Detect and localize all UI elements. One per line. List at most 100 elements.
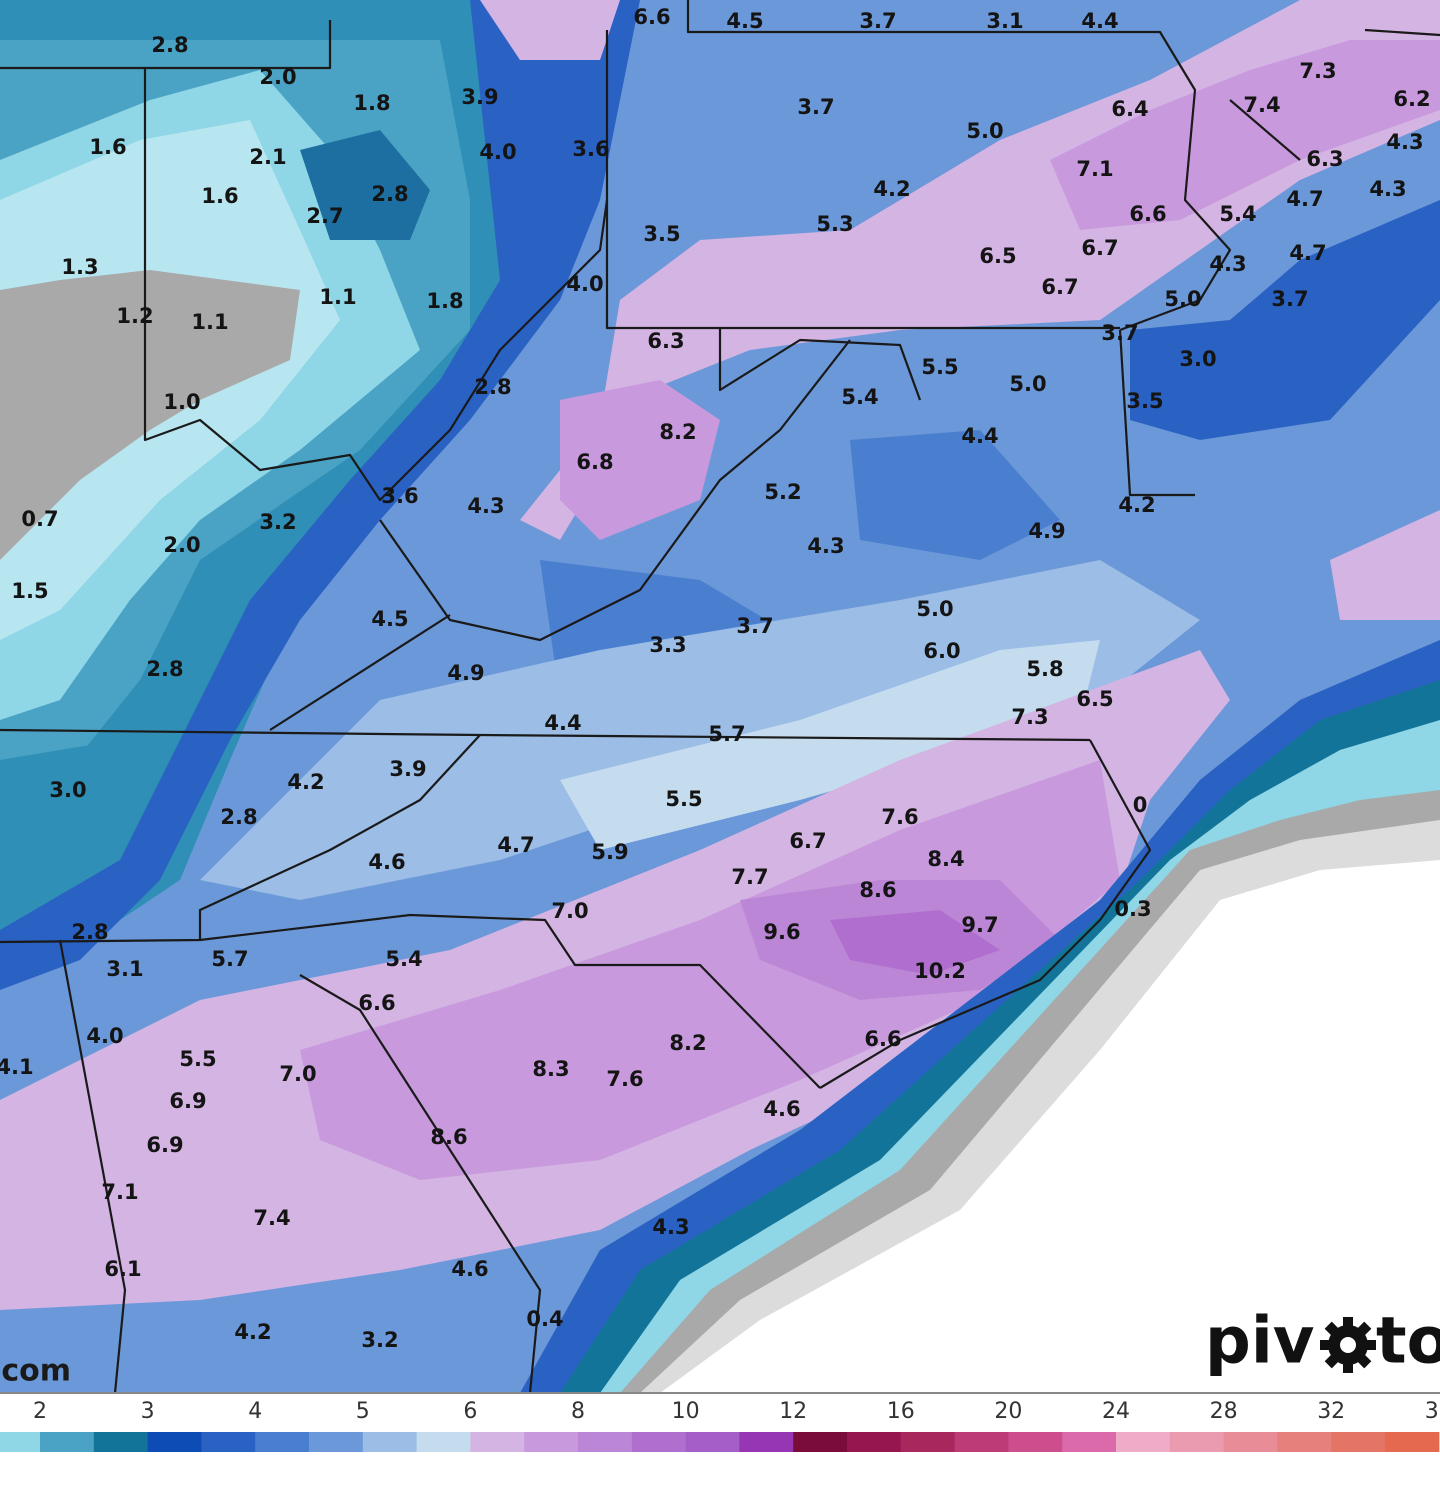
map-value-label: 5.0 (916, 597, 953, 621)
colorbar-swatch (1331, 1432, 1386, 1452)
map-value-label: 4.6 (763, 1097, 800, 1121)
map-value-label: 6.2 (1393, 87, 1430, 111)
colorbar-swatch (93, 1432, 149, 1452)
map-value-label: 3.0 (1179, 347, 1216, 371)
map-value-label: 4.4 (1081, 9, 1118, 33)
map-value-label: 6.8 (576, 450, 613, 474)
map-value-label: 5.5 (179, 1047, 216, 1071)
map-value-label: 4.0 (479, 140, 516, 164)
map-value-label: 2.8 (220, 805, 257, 829)
state-border (379, 339, 851, 642)
map-value-label: 5.0 (1009, 372, 1046, 396)
state-border (269, 614, 451, 731)
map-value-label: 4.7 (497, 833, 534, 857)
state-border (686, 0, 1232, 332)
map-value-label: 8.6 (859, 878, 896, 902)
map-value-label: 2.0 (259, 65, 296, 89)
colorbar-swatch (1008, 1432, 1063, 1452)
map-value-label: 7.4 (1243, 93, 1280, 117)
map-value-label: 6.9 (146, 1133, 183, 1157)
colorbar-tick-label: 24 (1102, 1399, 1130, 1424)
map-value-label: 5.5 (921, 355, 958, 379)
colorbar-tick-label: 8 (571, 1399, 585, 1424)
colorbar-swatch (954, 1432, 1009, 1452)
map-value-label: 6.6 (358, 991, 395, 1015)
colorbar-swatch (0, 1432, 40, 1452)
map-value-label: 5.2 (764, 480, 801, 504)
map-value-label: 2.8 (474, 375, 511, 399)
map-value-label: 3.9 (389, 757, 426, 781)
map-value-label: 5.7 (708, 722, 745, 746)
colorbar-swatch (309, 1432, 364, 1452)
state-border (198, 734, 481, 940)
map-value-label: 0.3 (1114, 897, 1151, 921)
map-value-label: 1.2 (116, 304, 153, 328)
map-value-label: 3.1 (986, 9, 1023, 33)
map-value-label: 6.1 (104, 1257, 141, 1281)
map-value-label: 6.7 (789, 829, 826, 853)
colorbar-swatch (1277, 1432, 1332, 1452)
map-value-label: 4.5 (371, 607, 408, 631)
map-value-label: 4.3 (652, 1215, 689, 1239)
map-value-label: 4.6 (451, 1257, 488, 1281)
map-value-label: 3.7 (797, 95, 834, 119)
map-value-label: 3.9 (461, 85, 498, 109)
map-value-label: 1.6 (89, 135, 126, 159)
state-border (299, 974, 542, 1394)
colorbar-swatch (416, 1432, 471, 1452)
map-value-label: 0 (1133, 793, 1148, 817)
state-border (605, 30, 1120, 330)
map-value-label: 7.3 (1299, 59, 1336, 83)
map-value-label: 0.4 (526, 1307, 563, 1331)
map-value-label: 2.0 (163, 533, 200, 557)
map-value-label: 6.4 (1111, 97, 1148, 121)
map-value-label: 8.2 (659, 420, 696, 444)
map-value-label: 4.9 (1028, 519, 1065, 543)
state-border (58, 939, 127, 1394)
colorbar-swatch (900, 1432, 956, 1452)
colorbar-tick-label: 2 (33, 1399, 47, 1424)
map-value-label: 7.1 (101, 1180, 138, 1204)
logo-text: piv (1205, 1305, 1314, 1379)
map-value-label: 10.2 (914, 959, 966, 983)
map-value-label: 6.6 (864, 1027, 901, 1051)
map-value-label: 1.3 (61, 255, 98, 279)
map-value-label: 5.4 (1219, 202, 1256, 226)
map-value-label: 3.2 (259, 510, 296, 534)
map-value-label: 8.4 (927, 847, 964, 871)
map-value-label: 4.2 (287, 770, 324, 794)
map-value-label: 1.0 (163, 390, 200, 414)
map-value-label: 4.5 (726, 9, 763, 33)
map-value-label: 6.3 (1306, 147, 1343, 171)
map-value-label: 3.7 (736, 614, 773, 638)
map-value-label: 5.0 (966, 119, 1003, 143)
map-value-label: 1.8 (426, 289, 463, 313)
map-value-label: 4.2 (234, 1320, 271, 1344)
map-value-label: 4.3 (1209, 252, 1246, 276)
colorbar: 2 3 4 5 6 8 10 12 16 20 24 28 32 36 (0, 1399, 1440, 1452)
map-value-label: 3.7 (1101, 321, 1138, 345)
map-value-label: 4.4 (961, 424, 998, 448)
map-value-label: 2.1 (249, 145, 286, 169)
colorbar-tick-label: 10 (672, 1399, 700, 1424)
map-value-label: 1.6 (201, 184, 238, 208)
map-value-label: 4.6 (368, 850, 405, 874)
map-value-label: 4.1 (0, 1055, 34, 1079)
map-value-label: 7.0 (279, 1062, 316, 1086)
map-value-label: 3.7 (859, 9, 896, 33)
map-value-label: 6.7 (1081, 236, 1118, 260)
colorbar-tick-label: 3 (141, 1399, 155, 1424)
map-value-label: 7.1 (1076, 157, 1113, 181)
map-value-label: 7.0 (551, 899, 588, 923)
state-border (143, 68, 609, 502)
map-value-label: 5.4 (841, 385, 878, 409)
map-value-label: 3.2 (361, 1328, 398, 1352)
map-value-label: 7.3 (1011, 705, 1048, 729)
map-value-label: 3.1 (106, 957, 143, 981)
map-value-label: 4.0 (86, 1024, 123, 1048)
map-value-label: 2.8 (146, 657, 183, 681)
map-value-label: 5.8 (1026, 657, 1063, 681)
map-value-label: 8.6 (430, 1125, 467, 1149)
map-value-label: 4.3 (1386, 130, 1423, 154)
